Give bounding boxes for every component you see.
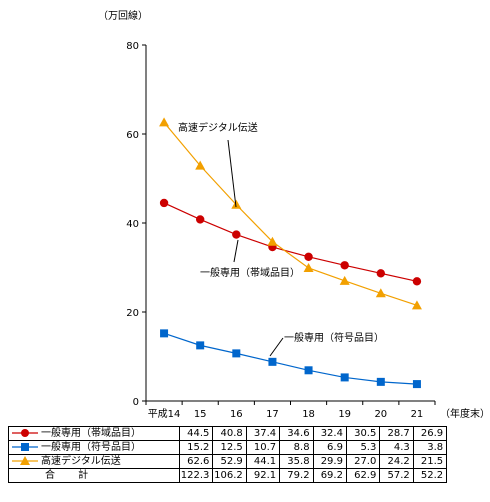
- table-cell: 37.4: [245, 426, 281, 441]
- data-point-circle: [412, 277, 422, 286]
- table-cell: 62.6: [178, 454, 214, 469]
- annotation-leader-band: [233, 239, 239, 263]
- table-cell: 24.2: [379, 454, 414, 469]
- data-point-square: [376, 377, 385, 386]
- data-point-triangle: [231, 199, 242, 209]
- table-cell: 30.5: [345, 426, 381, 441]
- y-tick-label: 20: [126, 308, 139, 319]
- table-cell: 32.4: [312, 426, 347, 441]
- x-unit-label: （年度末）: [440, 407, 490, 420]
- data-point-triangle: [303, 262, 314, 272]
- data-point-circle: [195, 215, 205, 224]
- x-tick-label: 18: [302, 409, 315, 420]
- data-table: 一般専用（帯域品目） 44.5 40.8 37.4 34.6 32.4 30.5 28.7 26…: [8, 426, 448, 483]
- table-cell: 15.2: [178, 440, 214, 455]
- data-point-square: [268, 357, 277, 366]
- table-cell: 34.6: [279, 426, 314, 441]
- data-point-square: [232, 349, 241, 358]
- y-tick-label: 80: [126, 41, 139, 52]
- data-point-square: [340, 373, 349, 382]
- table-cell: 26.9: [412, 426, 448, 441]
- table-cell: 35.8: [279, 454, 314, 469]
- row-label: 一般専用（符号品目）: [8, 440, 180, 455]
- annotations: 高速デジタル伝送 一般専用（帯域品目） 一般専用（符号品目）: [178, 121, 384, 357]
- data-point-triangle: [339, 275, 350, 285]
- row-label: 一般専用（帯域品目）: [8, 426, 180, 441]
- data-point-circle: [232, 230, 241, 239]
- data-point-triangle: [267, 236, 278, 246]
- table-row: 一般専用（帯域品目） 44.5 40.8 37.4 34.6 32.4 30.5 28.7 26…: [8, 426, 448, 441]
- legend-swatch: [12, 456, 38, 465]
- axes: 0 20 40 60 80 平成14 15 16 17 18 19 20 21: [126, 41, 436, 420]
- data-point-circle: [159, 198, 169, 208]
- data-point-square: [160, 329, 169, 338]
- table-row: 一般専用（符号品目） 15.2 12.5 10.7 8.8 6.9 5.3 4.3 3.8: [8, 440, 448, 455]
- table-cell: 12.5: [212, 440, 247, 455]
- y-unit-label: （万回線）: [98, 9, 148, 22]
- series-line: [163, 202, 418, 282]
- table-cell-total: 79.2: [279, 468, 314, 483]
- legend-swatch: [12, 443, 38, 451]
- table-cell: 4.3: [379, 440, 414, 455]
- annotation-band: 一般専用（帯域品目）: [200, 266, 300, 279]
- table-cell-total: 69.2: [312, 468, 347, 483]
- series-markers: [159, 117, 422, 389]
- table-cell: 44.5: [178, 426, 214, 441]
- table-cell: 5.3: [345, 440, 381, 455]
- data-point-circle: [340, 261, 349, 270]
- annotation-leader-hsd: [227, 139, 237, 208]
- series-line: [163, 122, 418, 306]
- x-tick-label: 17: [266, 409, 279, 420]
- annotation-hsd: 高速デジタル伝送: [178, 121, 258, 134]
- table-cell: 44.1: [245, 454, 281, 469]
- annotation-code: 一般専用（符号品目）: [284, 331, 384, 344]
- table-cell-total: 62.9: [345, 468, 381, 483]
- x-tick-label: 15: [194, 409, 207, 420]
- series-line: [163, 332, 417, 385]
- row-label-text: 高速デジタル伝送: [41, 456, 121, 467]
- data-point-triangle: [159, 117, 170, 127]
- data-point-square: [196, 341, 205, 350]
- table-cell-total: 106.2: [212, 468, 247, 483]
- y-tick-label: 0: [133, 397, 139, 408]
- table-cell-total: 122.3: [178, 468, 214, 483]
- legend-swatch: [12, 429, 38, 437]
- annotation-leader-code: [269, 337, 284, 357]
- table-cell: 52.9: [212, 454, 247, 469]
- table-cell-total: 92.1: [245, 468, 281, 483]
- row-label-text: 一般専用（帯域品目）: [41, 428, 141, 439]
- x-tick-label: 20: [374, 409, 387, 420]
- table-cell: 10.7: [245, 440, 281, 455]
- x-tick-label: 21: [411, 409, 424, 420]
- data-point-triangle: [375, 288, 386, 298]
- x-tick-label: 平成14: [148, 408, 181, 420]
- table-cell-total: 52.2: [412, 468, 448, 483]
- y-tick-label: 40: [126, 219, 139, 230]
- table-cell: 3.8: [412, 440, 448, 455]
- table-cell: 40.8: [212, 426, 247, 441]
- table-cell: 8.8: [279, 440, 314, 455]
- x-tick-label: 16: [230, 409, 243, 420]
- series-lines: [163, 122, 418, 385]
- table-cell: 28.7: [379, 426, 414, 441]
- table-cell: 6.9: [312, 440, 347, 455]
- table-row-total: 合 計 122.3 106.2 92.1 79.2 69.2 62.9 57.2 52.2: [8, 468, 448, 483]
- row-label-text: 一般専用（符号品目）: [41, 442, 141, 453]
- data-point-circle: [304, 252, 313, 262]
- data-point-circle: [376, 269, 386, 278]
- total-label: 合 計: [8, 468, 180, 483]
- x-tick-label: 19: [338, 409, 351, 420]
- data-point-square: [304, 366, 313, 375]
- table-cell: 27.0: [345, 454, 381, 469]
- row-label: 高速デジタル伝送: [8, 454, 180, 469]
- table-row: 高速デジタル伝送 62.6 52.9 44.1 35.8 29.9 27.0 24.2 21.5: [8, 454, 448, 469]
- y-tick-label: 60: [126, 130, 139, 141]
- data-point-triangle: [195, 160, 206, 170]
- table-cell: 21.5: [412, 454, 448, 469]
- data-point-triangle: [411, 300, 422, 310]
- data-point-square: [412, 380, 421, 389]
- table-cell-total: 57.2: [379, 468, 414, 483]
- table-cell: 29.9: [312, 454, 347, 469]
